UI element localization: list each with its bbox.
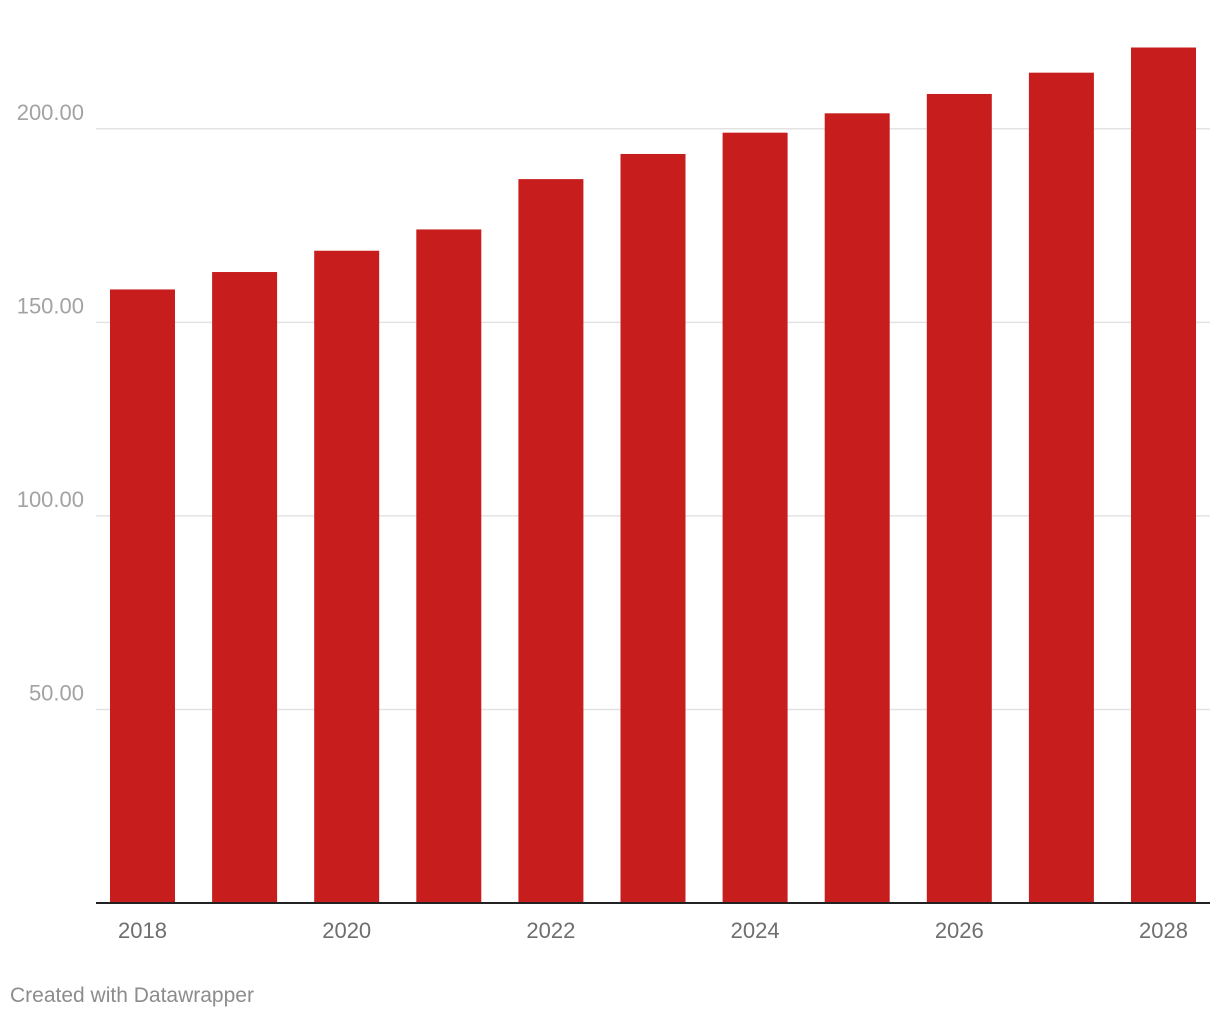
bar-2018 bbox=[110, 289, 175, 903]
y-tick-label: 200.00 bbox=[17, 100, 84, 125]
bar-2023 bbox=[620, 153, 686, 904]
y-tick-label: 50.00 bbox=[29, 680, 84, 705]
x-tick-label: 2026 bbox=[935, 918, 984, 943]
bar-2026 bbox=[926, 93, 992, 903]
axes: 2018 2020 2022 2024 2026 2028 bbox=[96, 902, 1210, 943]
x-tick-label: 2020 bbox=[322, 918, 371, 943]
bar-2024 bbox=[722, 132, 788, 903]
x-tick-label: 2022 bbox=[526, 918, 575, 943]
x-tick-label: 2028 bbox=[1139, 918, 1188, 943]
x-tick-label: 2018 bbox=[118, 918, 167, 943]
bar-2025 bbox=[824, 113, 890, 904]
y-tick-label: 150.00 bbox=[17, 293, 84, 318]
bar-2019 bbox=[212, 272, 278, 904]
bar-2028 bbox=[1131, 47, 1196, 904]
y-tick-label: 100.00 bbox=[17, 487, 84, 512]
bar-2027 bbox=[1028, 72, 1094, 903]
bars bbox=[110, 47, 1196, 904]
x-tick-label: 2024 bbox=[731, 918, 780, 943]
bar-2021 bbox=[416, 229, 482, 904]
datawrapper-credit: Created with Datawrapper bbox=[10, 984, 254, 1007]
bar-2022 bbox=[518, 179, 584, 904]
bar-2020 bbox=[314, 250, 380, 903]
